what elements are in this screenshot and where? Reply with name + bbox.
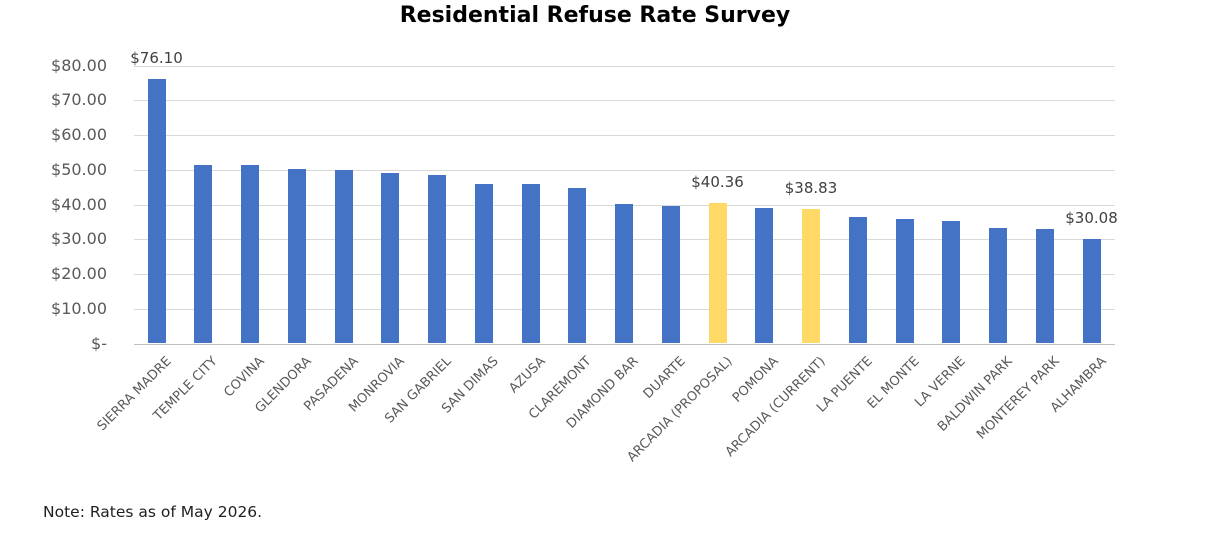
bar bbox=[895, 218, 914, 344]
gridline bbox=[134, 100, 1115, 102]
bar bbox=[615, 204, 633, 344]
y-tick-label: $20.00 bbox=[51, 264, 107, 284]
bar bbox=[568, 187, 587, 344]
bar bbox=[241, 165, 259, 344]
y-tick-label: $10.00 bbox=[51, 298, 107, 318]
bar-data-label: $40.36 bbox=[691, 173, 744, 192]
y-tick-label: $50.00 bbox=[51, 159, 107, 179]
bar bbox=[989, 227, 1007, 344]
bar bbox=[521, 184, 540, 344]
y-tick-label: $30.00 bbox=[51, 229, 107, 249]
bar bbox=[381, 172, 400, 344]
bar bbox=[428, 175, 446, 344]
bar-data-label: $76.10 bbox=[130, 49, 183, 68]
y-tick-label: $40.00 bbox=[51, 194, 107, 214]
bar bbox=[802, 208, 820, 344]
bar-data-label: $38.83 bbox=[784, 178, 838, 197]
gridline bbox=[134, 65, 1115, 67]
chart-title: Residential Refuse Rate Survey bbox=[399, 3, 791, 28]
bar bbox=[755, 208, 774, 344]
bar bbox=[1035, 228, 1054, 344]
plot-area: $- $10.00 $20.00 $30.00 $40.00 $50.00 $60.00 $7… bbox=[51, 49, 1118, 465]
y-tick-label: $60.00 bbox=[51, 125, 107, 145]
gridline bbox=[134, 135, 1115, 137]
gridline bbox=[134, 169, 1115, 171]
bar bbox=[194, 164, 213, 344]
bar bbox=[334, 170, 353, 344]
bar bbox=[147, 79, 166, 344]
bar bbox=[708, 203, 727, 344]
y-tick-label: $80.00 bbox=[51, 55, 107, 75]
bar bbox=[1082, 239, 1101, 344]
bar-data-label: $30.08 bbox=[1065, 209, 1118, 228]
y-tick-label: $- bbox=[91, 333, 107, 353]
bar bbox=[474, 183, 493, 344]
bar bbox=[287, 169, 306, 344]
y-tick-label: $70.00 bbox=[51, 90, 107, 110]
bar bbox=[848, 216, 867, 344]
bar bbox=[942, 221, 961, 344]
note-text: Note: Rates as of May 2026. bbox=[43, 503, 263, 521]
x-axis-line bbox=[134, 343, 1115, 345]
bar bbox=[661, 205, 680, 344]
